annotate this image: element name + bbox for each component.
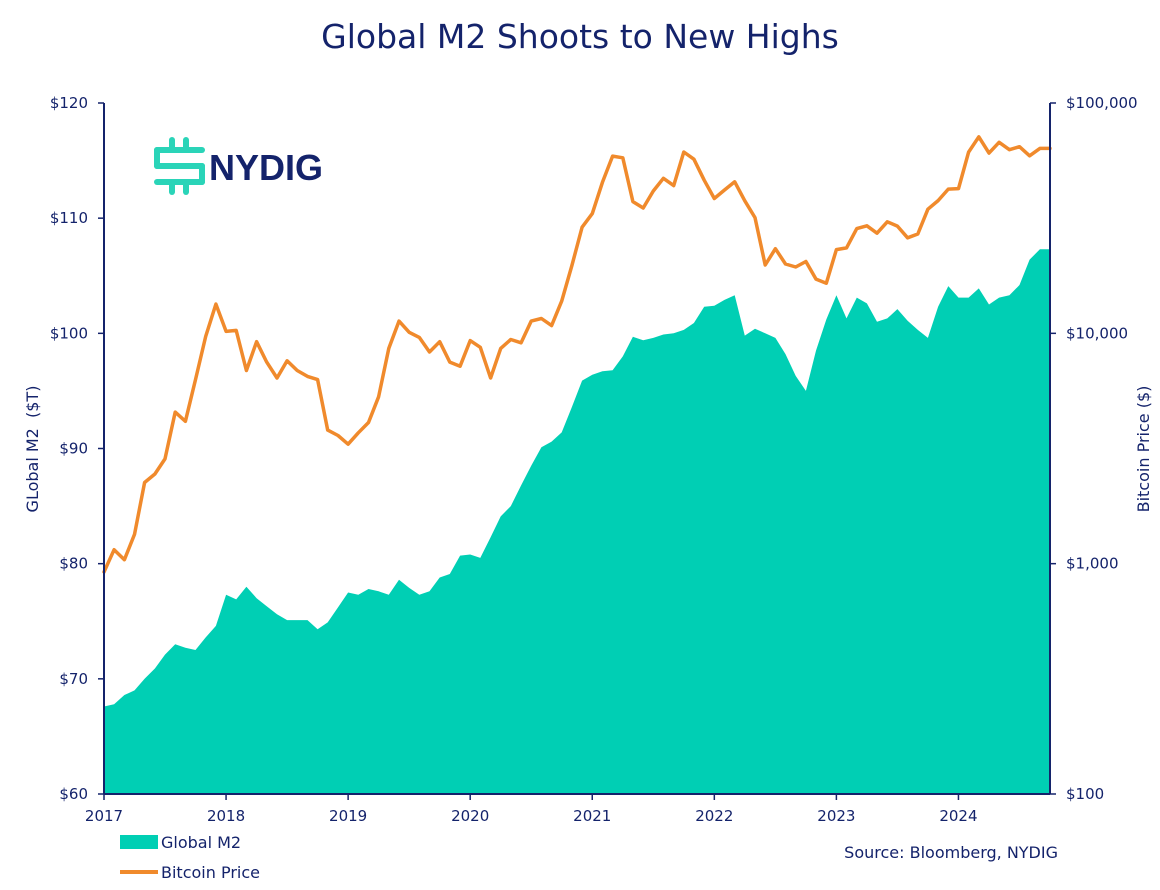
nydig-logo-text: NYDIG bbox=[209, 147, 323, 188]
right-tick-label: $1,000 bbox=[1066, 555, 1119, 573]
legend-btc-label: Bitcoin Price bbox=[161, 863, 260, 882]
x-tick-label: 2021 bbox=[573, 807, 611, 825]
x-tick-label: 2018 bbox=[207, 807, 245, 825]
right-tick-label: $10,000 bbox=[1066, 324, 1128, 342]
legend-m2-swatch bbox=[120, 835, 158, 849]
bitcoin-price-line bbox=[102, 135, 1052, 574]
x-tick-label: 2022 bbox=[695, 807, 733, 825]
chart-title: Global M2 Shoots to New Highs bbox=[321, 17, 839, 56]
m2-area-layer bbox=[104, 249, 1050, 795]
left-tick-label: $80 bbox=[59, 555, 88, 573]
nydig-logo: NYDIG bbox=[154, 137, 323, 195]
left-tick-label: $90 bbox=[59, 440, 88, 458]
legend-m2-label: Global M2 bbox=[161, 833, 241, 852]
global-m2-area bbox=[104, 249, 1050, 795]
x-tick-label: 2020 bbox=[451, 807, 489, 825]
left-tick-label: $60 bbox=[59, 785, 88, 803]
left-tick-label: $110 bbox=[50, 209, 88, 227]
left-tick-label: $100 bbox=[50, 324, 88, 342]
nydig-logo-icon bbox=[154, 137, 205, 195]
left-axis-label: GLobal M2 ($T) bbox=[23, 386, 42, 513]
right-axis-ticks: $100 $1,000 $10,000 $100,000 bbox=[1050, 94, 1138, 803]
x-tick-label: 2024 bbox=[939, 807, 977, 825]
x-tick-label: 2017 bbox=[85, 807, 123, 825]
left-tick-label: $120 bbox=[50, 94, 88, 112]
x-tick-label: 2019 bbox=[329, 807, 367, 825]
right-axis-label: Bitcoin Price ($) bbox=[1134, 386, 1153, 513]
left-axis-ticks: $60 $70 $80 $90 $100 $110 $120 bbox=[50, 94, 104, 803]
x-axis-ticks: 2017 2018 2019 2020 2021 2022 2023 2024 bbox=[85, 794, 978, 825]
x-tick-label: 2023 bbox=[817, 807, 855, 825]
source-note: Source: Bloomberg, NYDIG bbox=[844, 843, 1058, 862]
btc-line-layer bbox=[102, 135, 1052, 574]
left-tick-label: $70 bbox=[59, 670, 88, 688]
legend: Global M2 Bitcoin Price bbox=[120, 833, 260, 882]
right-tick-label: $100 bbox=[1066, 785, 1104, 803]
right-tick-label: $100,000 bbox=[1066, 94, 1138, 112]
